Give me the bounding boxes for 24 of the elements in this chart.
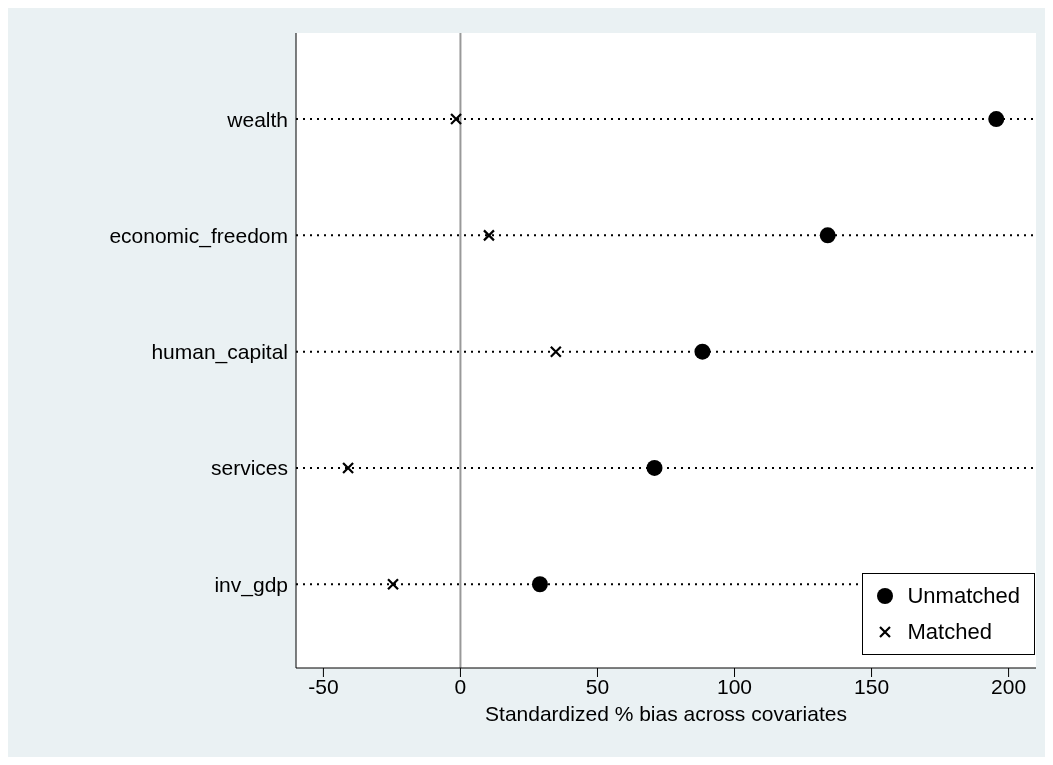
legend-label: Unmatched — [907, 583, 1020, 609]
y-tick-label: wealth — [226, 107, 288, 131]
point — [449, 112, 463, 126]
x-tick-label: 200 — [991, 674, 1027, 698]
y-tick-label: services — [210, 456, 288, 480]
point — [549, 345, 562, 358]
point — [988, 111, 1005, 128]
point — [646, 459, 663, 476]
point — [819, 227, 836, 244]
point — [386, 578, 400, 591]
x-tick-label: 0 — [454, 674, 467, 698]
x-tick-label: 100 — [717, 674, 753, 698]
y-tick-label: human_capital — [151, 340, 288, 365]
x-tick-label: 50 — [585, 674, 610, 698]
legend-label: Matched — [907, 619, 992, 645]
point — [531, 576, 548, 593]
point — [482, 229, 496, 242]
point — [694, 343, 711, 360]
y-tick-label: inv_gdp — [214, 572, 288, 597]
y-tick-label: economic_freedom — [109, 223, 288, 248]
x-tick-label: 150 — [854, 674, 890, 698]
point — [341, 461, 355, 475]
x-axis-title: Standardized % bias across covariates — [485, 702, 847, 725]
x-tick-label: -50 — [308, 674, 339, 698]
